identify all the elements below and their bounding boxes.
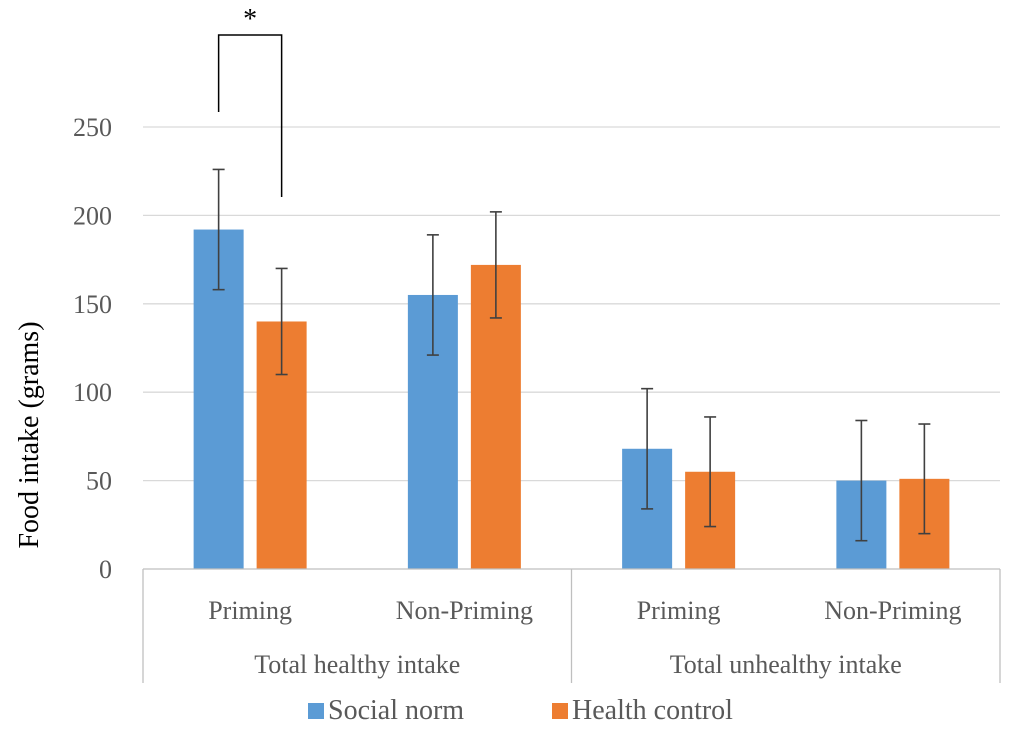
category-label: Priming (637, 596, 721, 625)
y-tick-label: 0 (99, 555, 112, 584)
legend-label: Health control (572, 695, 733, 726)
category-label: Priming (208, 596, 292, 625)
axes (142, 568, 1001, 683)
bars (193, 229, 950, 569)
significance-star: * (243, 4, 257, 35)
legend-swatch (552, 703, 568, 719)
category-labels: Priming Non-Priming Total healthy intake Pr… (208, 596, 961, 679)
category-label: Non-Priming (396, 596, 533, 625)
y-tick-label: 100 (73, 378, 112, 407)
group-label: Total unhealthy intake (670, 650, 902, 679)
category-label: Non-Priming (824, 596, 961, 625)
y-tick-label: 200 (73, 201, 112, 230)
significance-annotation: * (217, 4, 283, 197)
legend-swatch (308, 703, 324, 719)
y-tick-label: 150 (73, 290, 112, 319)
y-tick-label: 50 (86, 467, 112, 496)
group-label: Total healthy intake (254, 650, 460, 679)
y-tick-labels: 0 50 100 150 200 250 (73, 113, 112, 584)
error-bars (212, 168, 931, 542)
y-tick-label: 250 (73, 113, 112, 142)
legend: Social norm Health control (308, 695, 733, 726)
legend-label: Social norm (328, 695, 464, 726)
significance-bracket (217, 34, 283, 197)
y-axis-label: Food intake (grams) (14, 321, 45, 548)
